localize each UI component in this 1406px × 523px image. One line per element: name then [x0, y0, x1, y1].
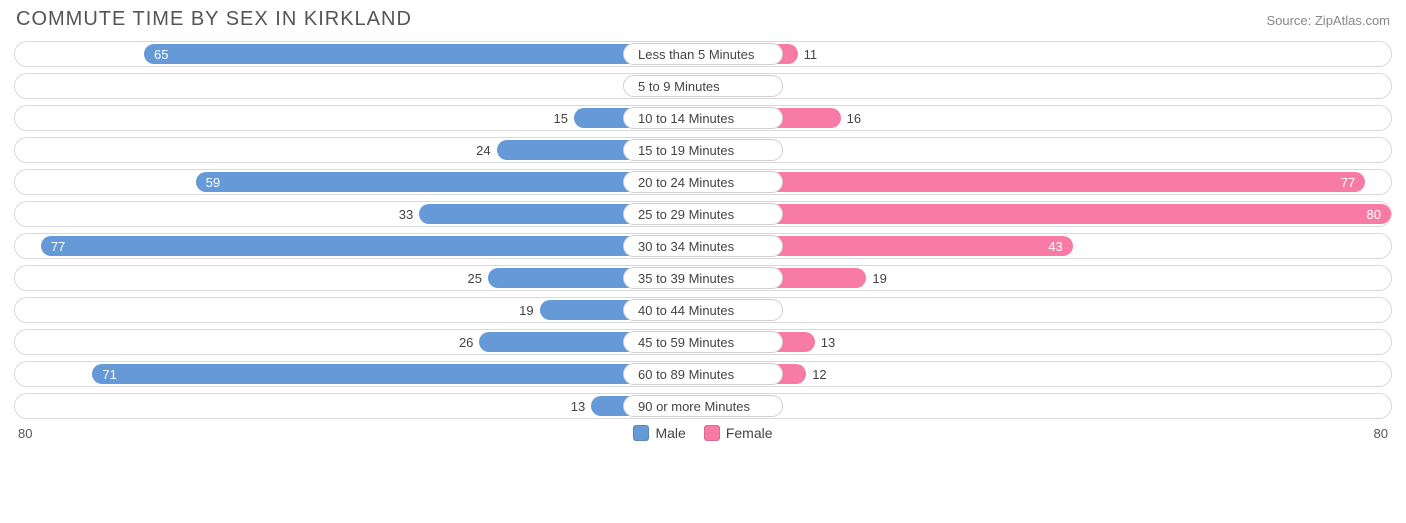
chart-row: 15 16 10 to 14 Minutes	[14, 105, 1392, 131]
female-value: 13	[815, 330, 875, 354]
female-value: 77	[703, 170, 1365, 194]
chart-row: 425 to 9 Minutes	[14, 73, 1392, 99]
chart-title: COMMUTE TIME BY SEX IN KIRKLAND	[16, 8, 412, 31]
category-pill: 90 or more Minutes	[623, 395, 783, 417]
category-pill: 20 to 24 Minutes	[623, 171, 783, 193]
chart-source: Source: ZipAtlas.com	[1266, 13, 1390, 28]
chart-row: 65 11 Less than 5 Minutes	[14, 41, 1392, 67]
male-value: 77	[41, 234, 703, 258]
axis-max-right: 80	[1374, 426, 1388, 441]
chart-row: 33 8025 to 29 Minutes	[14, 201, 1392, 227]
male-value: 71	[92, 362, 703, 386]
female-value: 12	[806, 362, 866, 386]
male-value: 24	[437, 138, 497, 162]
chart-rows: 65 11 Less than 5 Minutes 425 to 9 Minutes 1…	[12, 41, 1394, 419]
chart-row: 71 12 60 to 89 Minutes	[14, 361, 1392, 387]
category-pill: Less than 5 Minutes	[623, 43, 783, 65]
female-value: 80	[703, 202, 1391, 226]
category-pill: 35 to 39 Minutes	[623, 267, 783, 289]
female-value: 16	[841, 106, 901, 130]
male-value: 33	[359, 202, 419, 226]
legend: Male Female	[633, 425, 772, 441]
category-pill: 15 to 19 Minutes	[623, 139, 783, 161]
chart-row: 26 13 45 to 59 Minutes	[14, 329, 1392, 355]
chart-row: 24315 to 19 Minutes	[14, 137, 1392, 163]
chart-row: 13790 or more Minutes	[14, 393, 1392, 419]
female-swatch-icon	[704, 425, 720, 441]
male-value: 19	[480, 298, 540, 322]
header: COMMUTE TIME BY SEX IN KIRKLAND Source: …	[12, 8, 1394, 41]
category-pill: 5 to 9 Minutes	[623, 75, 783, 97]
chart-row: 25 19 35 to 39 Minutes	[14, 265, 1392, 291]
category-pill: 45 to 59 Minutes	[623, 331, 783, 353]
legend-female-label: Female	[726, 425, 773, 441]
chart-container: COMMUTE TIME BY SEX IN KIRKLAND Source: …	[0, 0, 1406, 523]
male-value: 15	[514, 106, 574, 130]
male-value: 13	[531, 394, 591, 418]
axis-max-left: 80	[18, 426, 32, 441]
legend-female: Female	[704, 425, 773, 441]
male-swatch-icon	[633, 425, 649, 441]
chart-row: 597720 to 24 Minutes	[14, 169, 1392, 195]
male-value: 65	[144, 42, 703, 66]
category-pill: 10 to 14 Minutes	[623, 107, 783, 129]
female-value: 11	[798, 42, 858, 66]
category-pill: 40 to 44 Minutes	[623, 299, 783, 321]
male-value: 26	[419, 330, 479, 354]
category-pill: 25 to 29 Minutes	[623, 203, 783, 225]
chart-footer: 80 Male Female 80	[12, 419, 1394, 441]
category-pill: 30 to 34 Minutes	[623, 235, 783, 257]
legend-male: Male	[633, 425, 685, 441]
female-value: 19	[866, 266, 926, 290]
category-pill: 60 to 89 Minutes	[623, 363, 783, 385]
legend-male-label: Male	[655, 425, 685, 441]
chart-row: 19040 to 44 Minutes	[14, 297, 1392, 323]
male-value: 25	[428, 266, 488, 290]
chart-row: 774330 to 34 Minutes	[14, 233, 1392, 259]
